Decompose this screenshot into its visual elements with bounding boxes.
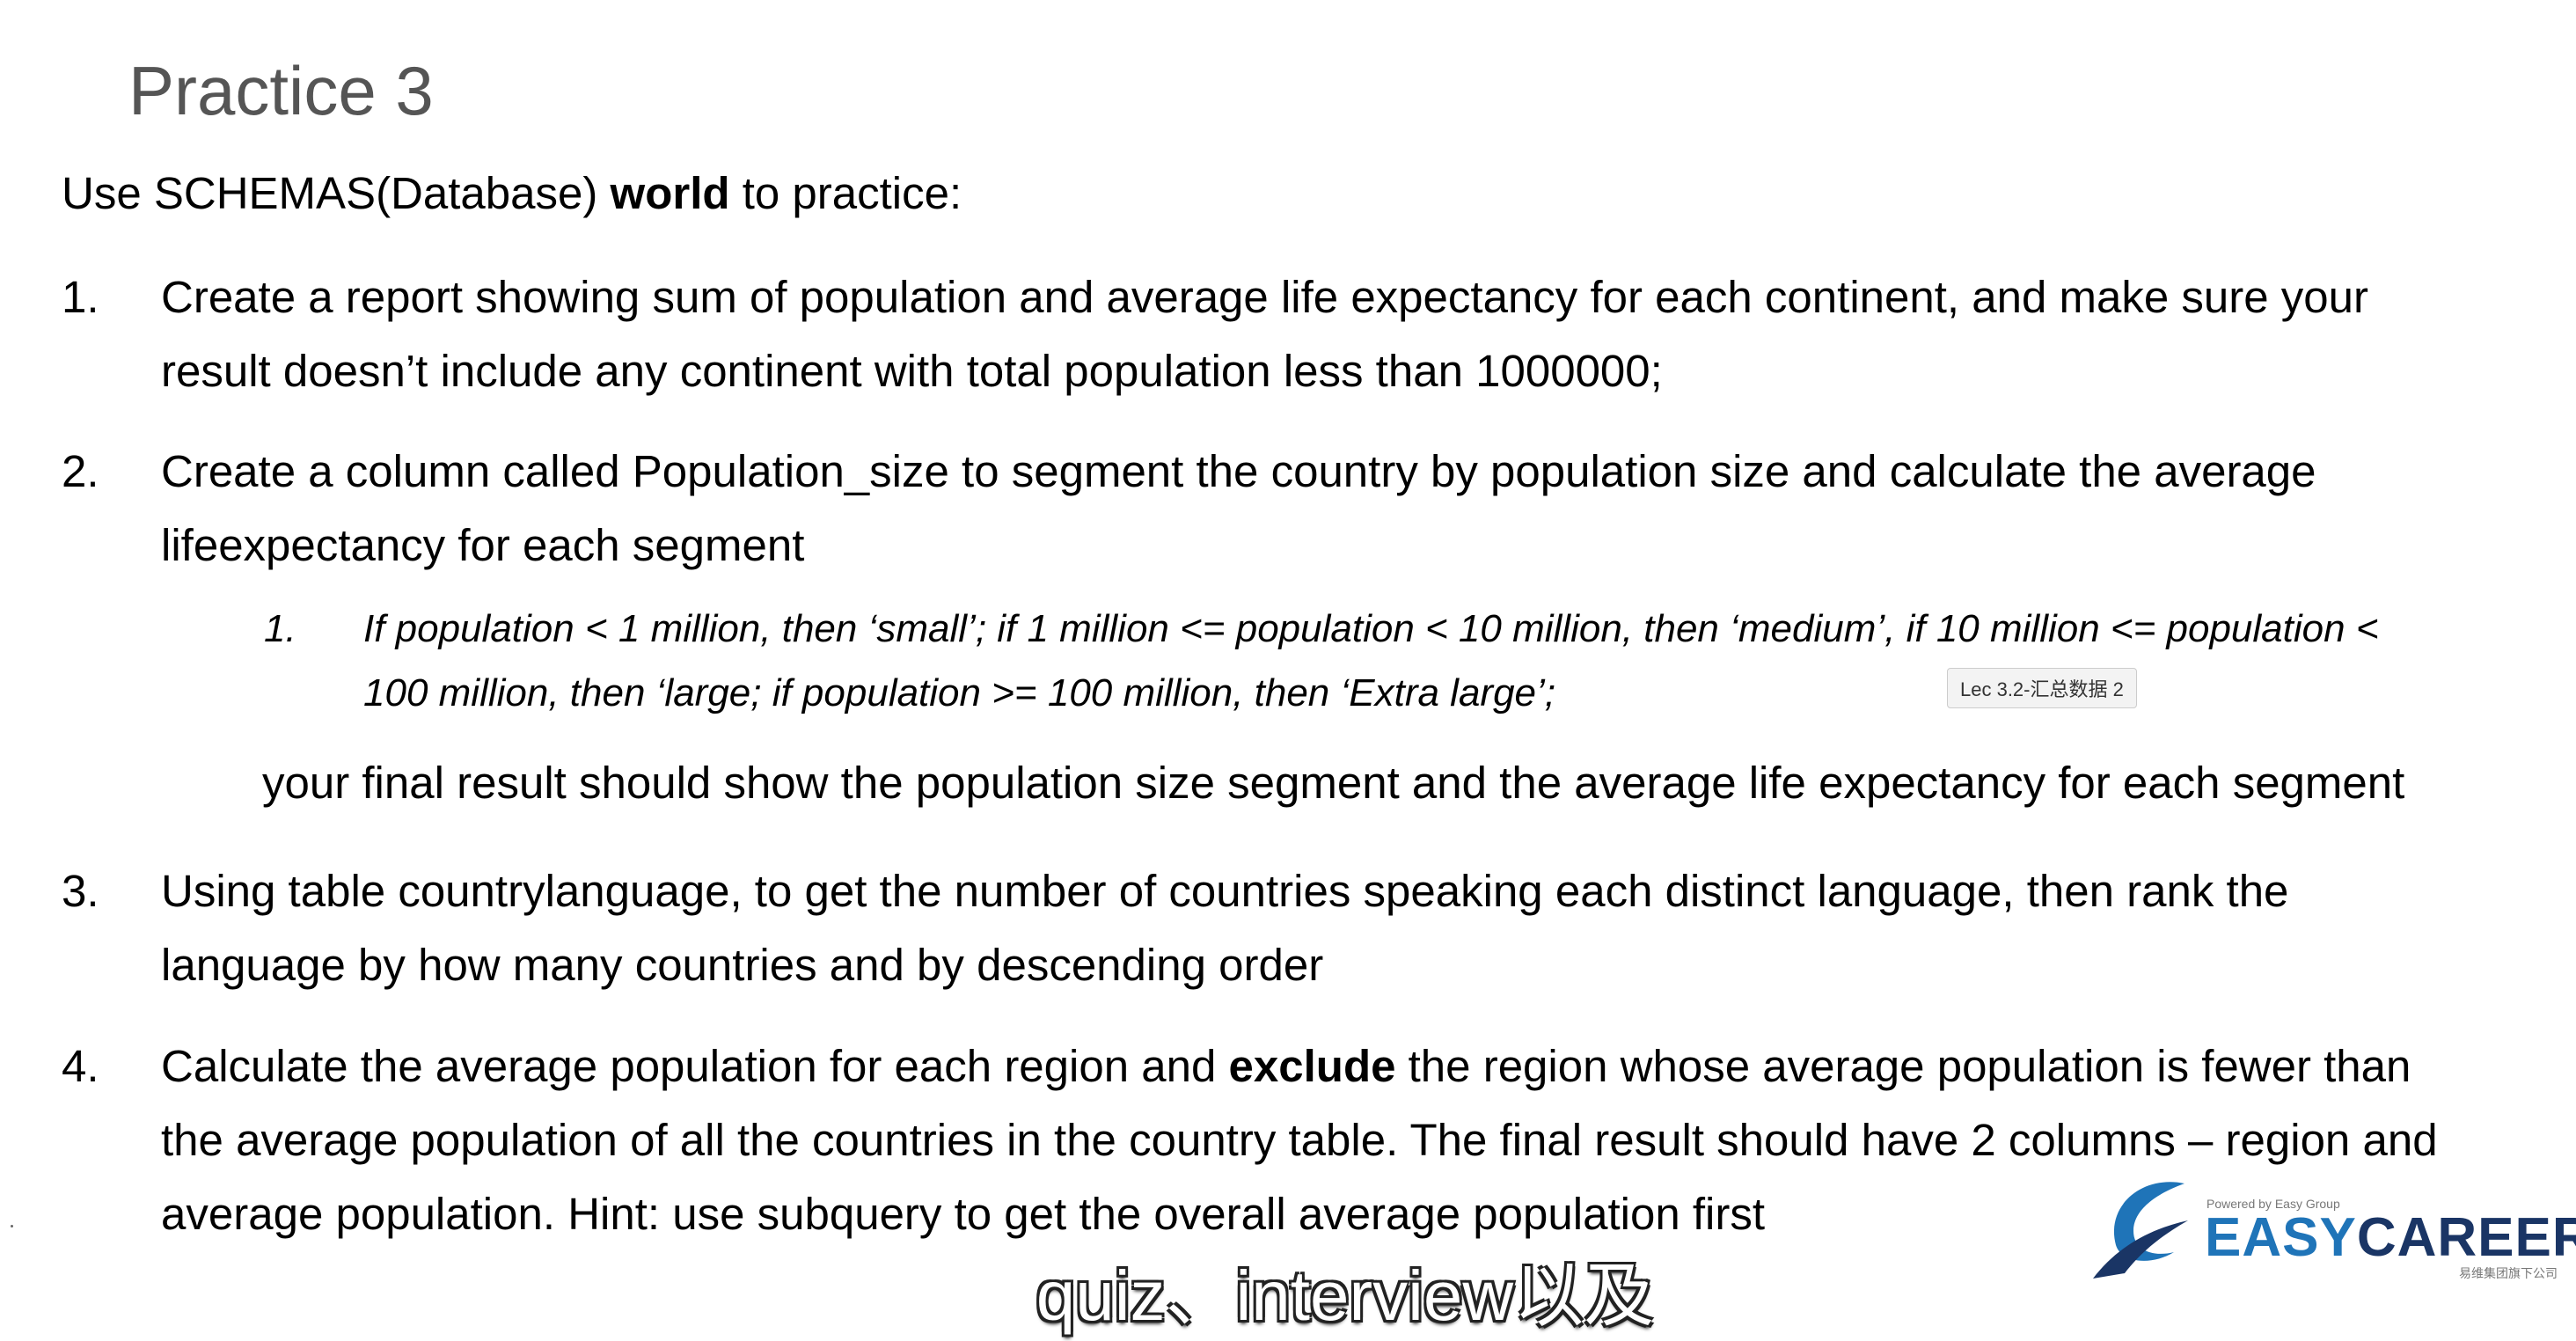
logo-brand-easy: EASY [2205, 1207, 2357, 1268]
item-line: the average population of all the countr… [161, 1115, 2438, 1165]
item-text: Using table countrylanguage, to get the … [161, 854, 2288, 1002]
item-text: Create a column called Population_size t… [161, 435, 2316, 583]
subitem-number: 1. [264, 607, 296, 650]
video-subtitle: quiz、interview以及 [1036, 1257, 1655, 1335]
logo-swoosh-icon [2093, 1182, 2188, 1279]
database-name: world [610, 168, 730, 218]
item-line-suffix: the region whose average population is f… [1395, 1041, 2411, 1091]
intro-text: Use SCHEMAS(Database) world to practice: [62, 167, 962, 219]
easycareer-logo: Powered by Easy Group EASYCAREER 易维集团旗下公… [2089, 1175, 2576, 1280]
logo-powered-by: Powered by Easy Group [2206, 1197, 2340, 1211]
exclude-keyword: exclude [1228, 1041, 1396, 1091]
item-line: lifeexpectancy for each segment [161, 520, 805, 570]
logo-brand-career: CAREER [2356, 1207, 2576, 1268]
item-line: average population. Hint: use subquery t… [161, 1189, 1766, 1239]
item-line: Create a report showing sum of populatio… [161, 272, 2368, 322]
item-line: Create a column called Population_size t… [161, 446, 2316, 496]
item-line: result doesn’t include any continent wit… [161, 346, 1663, 396]
logo-wordmark: EASYCAREER [2205, 1206, 2576, 1269]
subitem-line: If population < 1 million, then ‘small’;… [363, 607, 2379, 650]
item-number: 3. [62, 866, 99, 916]
item-line: Calculate the average population for eac… [161, 1030, 2438, 1103]
final-result-note: your final result should show the popula… [262, 758, 2405, 808]
item-number: 4. [62, 1041, 99, 1091]
item-line: Using table countrylanguage, to get the … [161, 866, 2289, 916]
item-number: 1. [62, 272, 99, 322]
intro-suffix: to practice: [729, 168, 962, 218]
item-number: 2. [62, 446, 99, 496]
slide-title: Practice 3 [128, 52, 434, 129]
subitem-text: If population < 1 million, then ‘small’;… [363, 597, 2379, 725]
subitem-line: 100 million, then ‘large; if population … [363, 671, 1556, 714]
item-text: Calculate the average population for eac… [161, 1030, 2438, 1251]
item-text: Create a report showing sum of populatio… [161, 260, 2368, 408]
intro-prefix: Use SCHEMAS(Database) [62, 168, 611, 218]
item-line: language by how many countries and by de… [161, 940, 1324, 990]
item-line-prefix: Calculate the average population for eac… [161, 1041, 1229, 1091]
logo-tagline: 易维集团旗下公司 [2459, 1266, 2558, 1280]
lecture-tooltip: Lec 3.2-汇总数据 2 [1947, 668, 2137, 708]
stray-dot [11, 1225, 13, 1227]
